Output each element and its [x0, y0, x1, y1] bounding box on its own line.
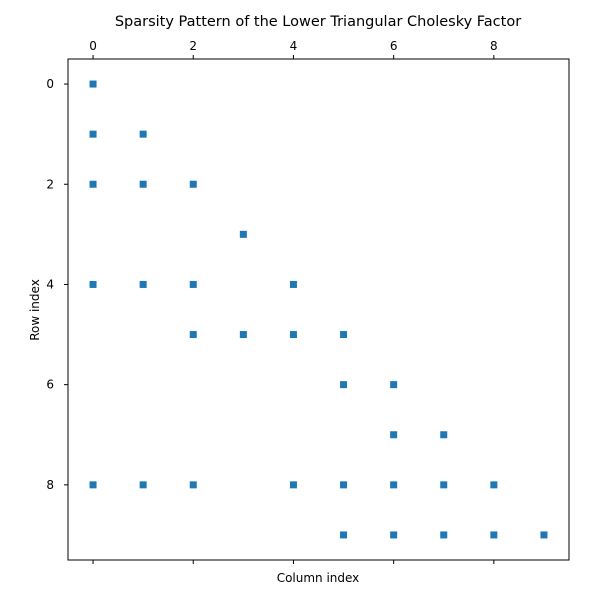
nonzero-marker: [239, 331, 247, 339]
nonzero-marker: [139, 180, 147, 188]
nonzero-marker: [139, 280, 147, 288]
x-axis-label: Column index: [277, 571, 360, 585]
y-axis-label: Row index: [28, 279, 42, 341]
nonzero-marker: [490, 481, 498, 489]
x-tick-label: 4: [290, 39, 298, 53]
nonzero-marker: [189, 180, 197, 188]
nonzero-marker: [89, 280, 97, 288]
plot-area: 0 2 4 6 8 0 2 4 6 8: [46, 39, 570, 564]
nonzero-marker: [89, 130, 97, 138]
x-tick-label: 6: [390, 39, 398, 53]
nonzero-marker: [89, 180, 97, 188]
nonzero-marker: [440, 481, 448, 489]
nonzero-marker: [189, 331, 197, 339]
nonzero-marker: [139, 481, 147, 489]
nonzero-marker: [340, 531, 348, 539]
y-tick-label: 0: [46, 77, 54, 91]
chart-title: Sparsity Pattern of the Lower Triangular…: [115, 14, 521, 30]
y-tick-label: 2: [46, 177, 54, 191]
nonzero-marker: [340, 481, 348, 489]
nonzero-marker: [390, 531, 398, 539]
nonzero-marker: [239, 230, 247, 238]
nonzero-marker: [490, 531, 498, 539]
nonzero-marker: [289, 481, 297, 489]
y-tick-label: 6: [46, 378, 54, 392]
x-tick-label: 0: [89, 39, 97, 53]
nonzero-marker: [440, 431, 448, 439]
nonzero-marker: [340, 381, 348, 389]
nonzero-marker: [189, 481, 197, 489]
axes-frame: [67, 58, 570, 561]
nonzero-marker: [390, 481, 398, 489]
x-tick-label: 8: [490, 39, 498, 53]
nonzero-marker: [89, 481, 97, 489]
data-markers: [89, 80, 548, 539]
nonzero-marker: [390, 431, 398, 439]
nonzero-marker: [289, 280, 297, 288]
nonzero-marker: [540, 531, 548, 539]
x-tick-label: 2: [189, 39, 197, 53]
nonzero-marker: [440, 531, 448, 539]
nonzero-marker: [289, 331, 297, 339]
nonzero-marker: [89, 80, 97, 88]
nonzero-marker: [390, 381, 398, 389]
y-tick-label: 4: [46, 277, 54, 291]
nonzero-marker: [189, 280, 197, 288]
y-tick-label: 8: [46, 478, 54, 492]
axis-ticks: 0 2 4 6 8 0 2 4 6 8: [46, 39, 498, 564]
nonzero-marker: [340, 331, 348, 339]
nonzero-marker: [139, 130, 147, 138]
